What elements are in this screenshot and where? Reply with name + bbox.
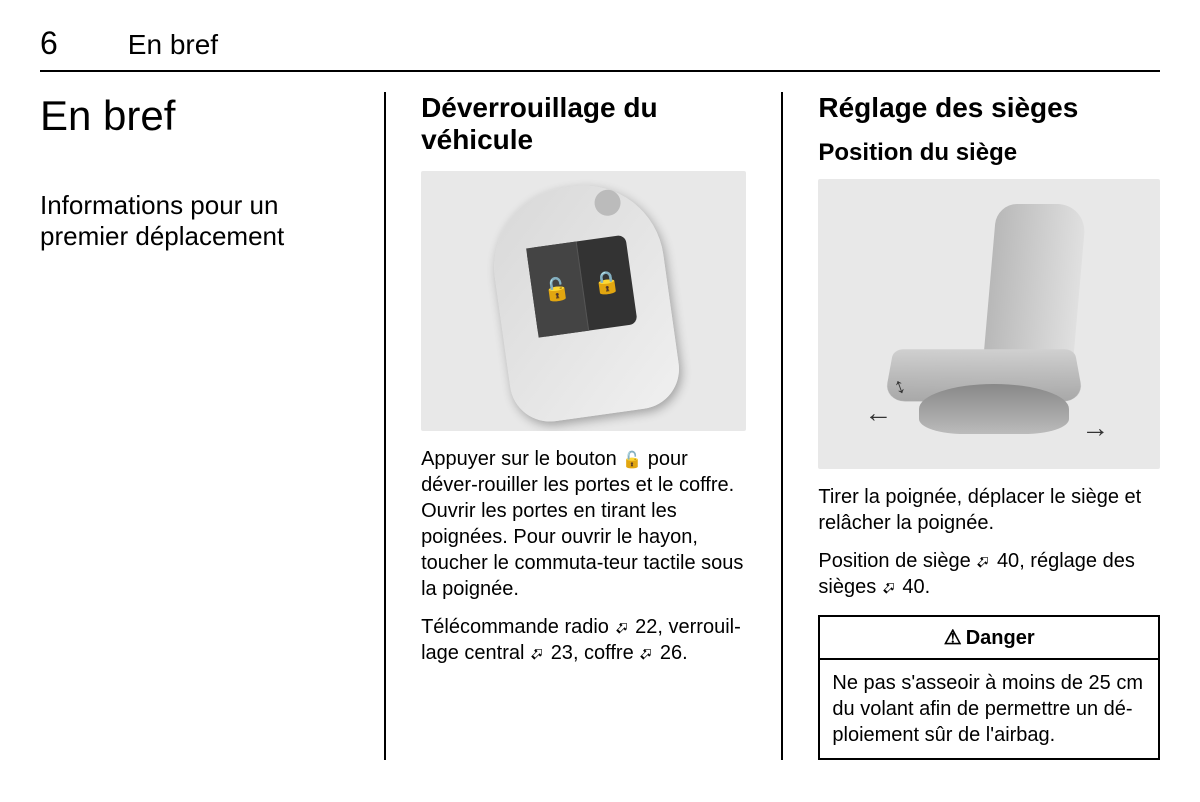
- key-fob-illustration: 🔓 🔒: [421, 171, 746, 431]
- chapter-title: En bref: [40, 92, 349, 140]
- unlock-inline-icon: 🔓: [622, 451, 642, 472]
- arrow-left-icon: ←: [864, 397, 892, 429]
- page-number: 6: [40, 25, 58, 62]
- column-3: Réglage des sièges Position du siège ↕ ←…: [818, 92, 1160, 760]
- column-1: En bref Informations pour un premier dép…: [40, 92, 349, 760]
- danger-body: Ne pas s'asseoir à moins de 25 cm du vol…: [820, 660, 1158, 758]
- unlock-instructions: Appuyer sur le bouton 🔓 pour déver-rouil…: [421, 446, 746, 602]
- unlock-heading: Déverrouillage du véhicule: [421, 92, 746, 156]
- column-divider: [781, 92, 783, 760]
- unlock-references: Télécommande radio ➪ 22, verrouil-lage c…: [421, 614, 746, 666]
- header-section-title: En bref: [128, 29, 218, 61]
- seat-subheading: Position du siège: [818, 139, 1160, 167]
- arrow-right-icon: →: [1081, 412, 1109, 444]
- seat-heading: Réglage des sièges: [818, 92, 1160, 124]
- warning-icon: ⚠: [944, 625, 962, 650]
- seat-references: Position de siège ➪ 40, réglage des sièg…: [818, 548, 1160, 600]
- column-2: Déverrouillage du véhicule 🔓 🔒 Appuyer s…: [421, 92, 746, 760]
- seat-illustration: ↕ ← →: [818, 179, 1160, 469]
- seat-instructions: Tirer la poignée, déplacer le siège et r…: [818, 484, 1160, 536]
- danger-header: ⚠Danger: [820, 617, 1158, 660]
- page-header: 6 En bref: [40, 25, 1160, 72]
- danger-box: ⚠Danger Ne pas s'asseoir à moins de 25 c…: [818, 615, 1160, 760]
- chapter-subtitle: Informations pour un premier déplacement: [40, 190, 349, 252]
- column-divider: [384, 92, 386, 760]
- content-columns: En bref Informations pour un premier dép…: [40, 92, 1160, 760]
